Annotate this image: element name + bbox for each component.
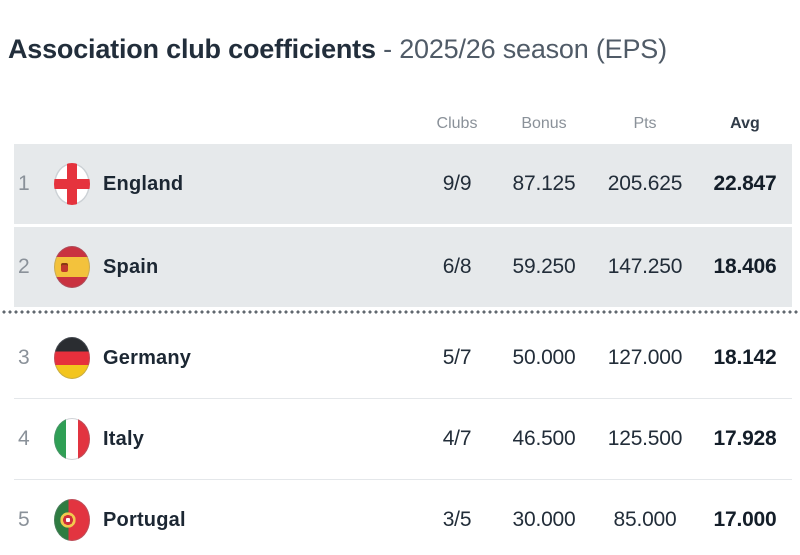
clubs-value: 3/5 <box>442 508 472 531</box>
clubs-value: 6/8 <box>442 255 472 278</box>
italy-flag-icon <box>54 418 90 460</box>
country-name: England <box>103 172 184 195</box>
rank-value: 1 <box>18 172 30 195</box>
country-name: Spain <box>103 255 159 278</box>
column-header-bonus: Bonus <box>521 115 567 132</box>
country-name: Germany <box>103 346 192 369</box>
page-title-main: Association club coefficients <box>8 34 376 64</box>
coefficients-table: Clubs Bonus Pts Avg 1 England 9/9 87.125… <box>0 104 800 555</box>
page-title: Association club coefficients - 2025/26 … <box>8 33 792 66</box>
spain-flag-icon <box>54 246 90 288</box>
table-row-spain: 2 Spain 6/8 59.250 147.250 18.406 <box>14 227 792 307</box>
avg-value: 18.142 <box>713 346 777 369</box>
pts-value: 85.000 <box>613 508 677 531</box>
rank-value: 2 <box>18 255 30 278</box>
bonus-value: 50.000 <box>512 346 576 369</box>
flag-cell <box>49 499 103 541</box>
clubs-value: 9/9 <box>442 172 472 195</box>
avg-value: 22.847 <box>713 172 777 195</box>
clubs-value: 5/7 <box>442 346 472 369</box>
page-title-season: - 2025/26 season (EPS) <box>383 34 667 64</box>
qualification-cutoff-dotted-line <box>0 310 800 314</box>
table-row-italy: 4 Italy 4/7 46.500 125.500 17.928 <box>14 399 792 480</box>
table-row-germany: 3 Germany 5/7 50.000 127.000 18.142 <box>14 318 792 399</box>
pts-value: 125.500 <box>607 427 683 450</box>
rank-value: 3 <box>18 346 30 369</box>
country-name: Italy <box>103 427 145 450</box>
flag-cell <box>49 246 103 288</box>
clubs-value: 4/7 <box>442 427 472 450</box>
bonus-value: 30.000 <box>512 508 576 531</box>
column-header-clubs: Clubs <box>436 115 478 132</box>
flag-cell <box>49 163 103 205</box>
germany-flag-icon <box>54 337 90 379</box>
rank-value: 5 <box>18 508 30 531</box>
avg-value: 17.000 <box>713 508 777 531</box>
bonus-value: 46.500 <box>512 427 576 450</box>
portugal-flag-icon <box>54 499 90 541</box>
pts-value: 147.250 <box>607 255 683 278</box>
bonus-value: 59.250 <box>512 255 576 278</box>
table-header-row: Clubs Bonus Pts Avg <box>14 104 792 144</box>
pts-value: 205.625 <box>607 172 683 195</box>
bonus-value: 87.125 <box>512 172 576 195</box>
column-header-avg: Avg <box>730 115 760 132</box>
rank-value: 4 <box>18 427 30 450</box>
country-name: Portugal <box>103 508 186 531</box>
table-row-portugal: 5 Portugal 3/5 30.000 85.000 17.000 <box>14 480 792 555</box>
flag-cell <box>49 337 103 379</box>
pts-value: 127.000 <box>607 346 683 369</box>
england-flag-icon <box>54 163 90 205</box>
avg-value: 17.928 <box>713 427 777 450</box>
column-header-pts: Pts <box>633 115 657 132</box>
flag-cell <box>49 418 103 460</box>
avg-value: 18.406 <box>713 255 777 278</box>
table-row-england: 1 England 9/9 87.125 205.625 22.847 <box>14 144 792 224</box>
